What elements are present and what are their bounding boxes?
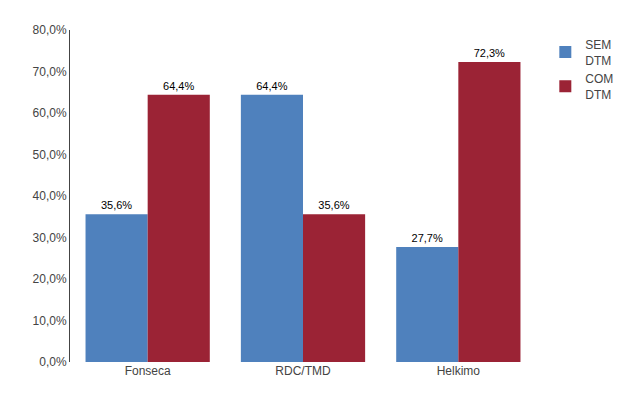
svg-text:40,0%: 40,0% xyxy=(33,189,67,203)
svg-text:Fonseca: Fonseca xyxy=(125,364,171,378)
svg-text:COMDTM: COMDTM xyxy=(585,72,613,102)
svg-text:35,6%: 35,6% xyxy=(101,199,132,211)
svg-text:64,4%: 64,4% xyxy=(256,80,287,92)
svg-text:64,4%: 64,4% xyxy=(163,80,194,92)
svg-text:10,0%: 10,0% xyxy=(33,314,67,328)
svg-text:80,0%: 80,0% xyxy=(33,23,67,37)
svg-text:60,0%: 60,0% xyxy=(33,106,67,120)
svg-text:0,0%: 0,0% xyxy=(39,355,67,369)
svg-text:Helkimo: Helkimo xyxy=(437,364,481,378)
svg-text:35,6%: 35,6% xyxy=(318,199,349,211)
svg-text:SEMDTM: SEMDTM xyxy=(585,38,611,68)
svg-text:20,0%: 20,0% xyxy=(33,272,67,286)
svg-text:70,0%: 70,0% xyxy=(33,65,67,79)
svg-text:50,0%: 50,0% xyxy=(33,148,67,162)
svg-text:72,3%: 72,3% xyxy=(474,47,505,59)
svg-text:30,0%: 30,0% xyxy=(33,231,67,245)
svg-text:RDC/TMD: RDC/TMD xyxy=(275,364,331,378)
svg-text:27,7%: 27,7% xyxy=(412,232,443,244)
